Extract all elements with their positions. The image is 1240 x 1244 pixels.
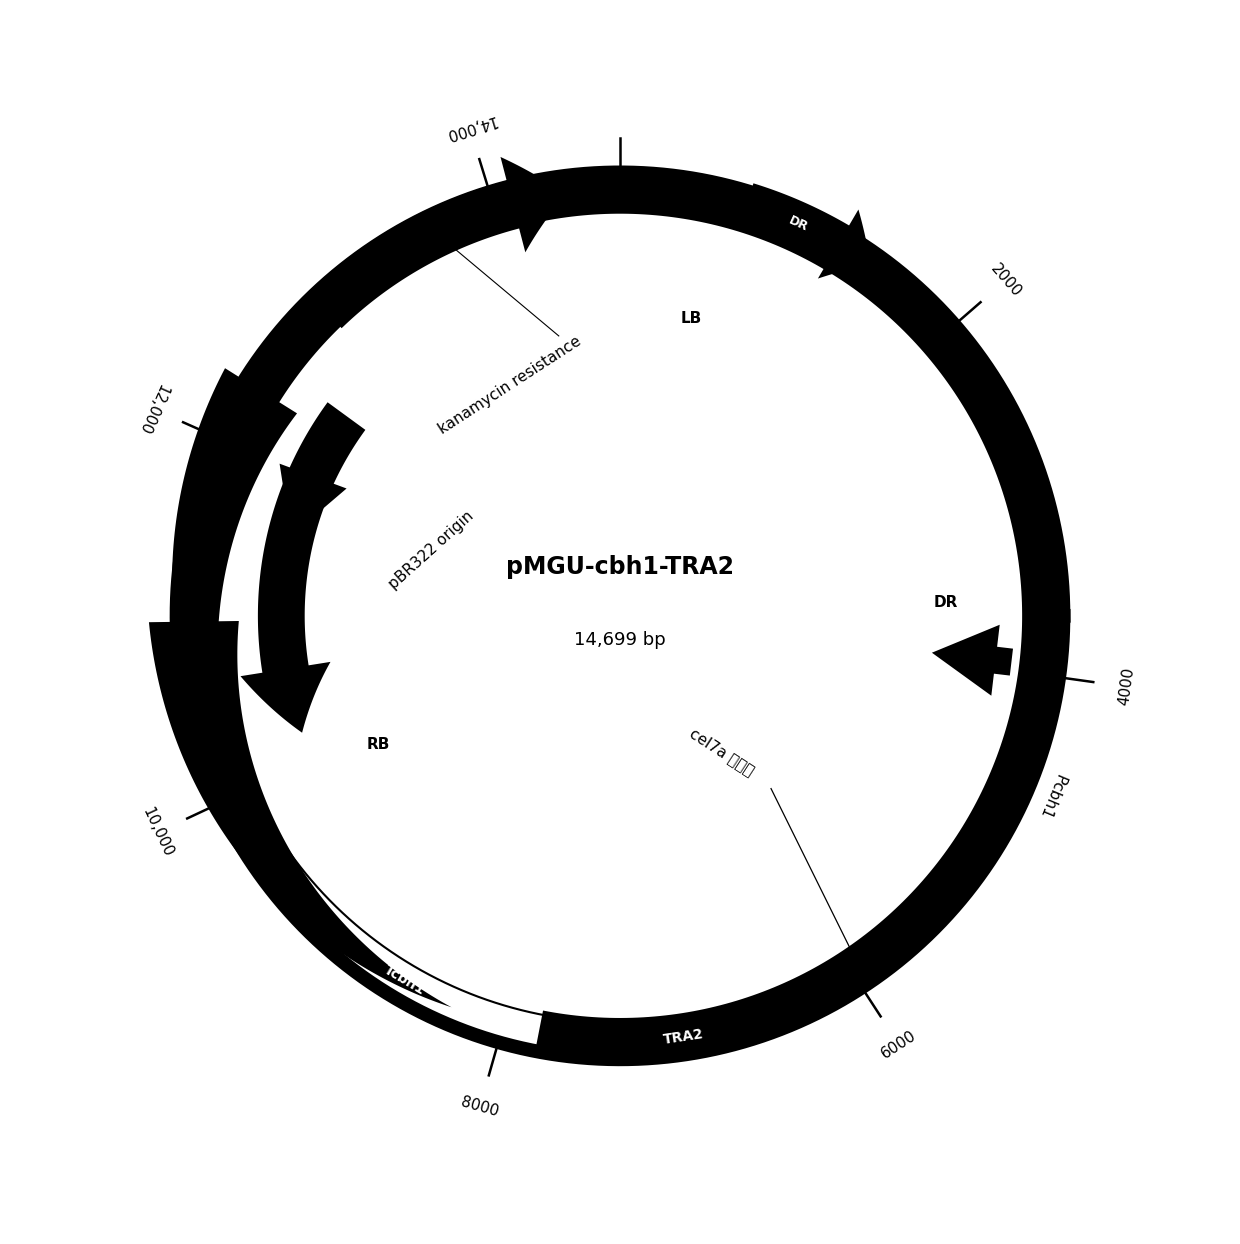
Polygon shape [241,402,366,733]
Polygon shape [697,193,751,215]
Text: DR: DR [934,595,959,610]
Polygon shape [836,949,883,985]
Text: Tcbh1: Tcbh1 [381,963,428,998]
Polygon shape [279,457,346,536]
Polygon shape [740,183,870,279]
Text: TRA2: TRA2 [662,1028,704,1047]
Text: LB: LB [681,311,702,326]
Text: Pcbh1: Pcbh1 [1035,771,1068,821]
Polygon shape [172,170,1065,1061]
Text: pMGU-cbh1-TRA2: pMGU-cbh1-TRA2 [506,555,734,578]
Text: 14,699 bp: 14,699 bp [574,632,666,649]
Polygon shape [308,157,565,328]
Polygon shape [244,820,279,868]
Text: 2000: 2000 [987,261,1024,300]
Text: 10,000: 10,000 [139,805,175,860]
Text: RB: RB [367,736,391,751]
Text: pBR322 origin: pBR322 origin [387,509,477,592]
Text: 14,000: 14,000 [441,112,497,142]
Polygon shape [149,167,1069,1008]
Text: 12,000: 12,000 [135,382,170,437]
Text: DR: DR [787,214,811,234]
Text: 6000: 6000 [878,1028,919,1061]
Polygon shape [932,624,1013,695]
Text: 4000: 4000 [1116,667,1136,707]
Text: kanamycin resistance: kanamycin resistance [435,333,584,437]
Text: 8000: 8000 [459,1095,500,1120]
Text: cel7a 信号肽: cel7a 信号肽 [687,725,756,778]
